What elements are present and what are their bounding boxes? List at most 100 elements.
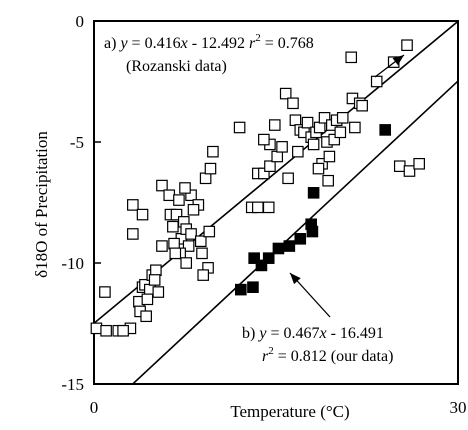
- open-square-point: [156, 240, 168, 252]
- open-square-point: [264, 160, 276, 172]
- open-square-point: [180, 257, 193, 269]
- anno-a-var-r: r: [249, 35, 256, 52]
- open-square-point: [258, 167, 270, 180]
- filled-square-point: [379, 124, 391, 136]
- open-square-point: [289, 114, 302, 127]
- open-square-point: [185, 228, 197, 240]
- open-square-point: [99, 286, 111, 298]
- open-square-point: [322, 174, 334, 187]
- open-square-point: [182, 240, 195, 252]
- open-square-point: [148, 274, 161, 286]
- arrow-to-line-a-head: [392, 55, 404, 66]
- open-square-point: [140, 310, 152, 323]
- y-tick-label: -10: [61, 254, 84, 273]
- anno-b-prefix: b): [242, 325, 259, 342]
- open-square-point: [199, 172, 212, 185]
- annotation-a-line1: a) y = 0.416x - 12.492 r2 = 0.768: [104, 32, 314, 52]
- anno-b-var-r: r: [262, 348, 269, 365]
- open-square-point: [163, 189, 176, 202]
- open-square-point: [334, 126, 347, 139]
- open-square-point: [403, 165, 416, 177]
- open-square-point: [150, 264, 162, 277]
- anno-a-var-y: y: [118, 35, 128, 52]
- open-square-point: [117, 324, 129, 337]
- open-square-point: [152, 286, 165, 298]
- anno-a-eq: = 0.416: [128, 35, 181, 52]
- open-square-point: [127, 228, 139, 240]
- open-square-point: [292, 145, 304, 158]
- open-square-point: [279, 87, 292, 100]
- anno-b-sup: 2: [268, 345, 274, 357]
- open-square-point: [393, 160, 406, 172]
- filled-square-point: [306, 225, 319, 238]
- open-square-point: [401, 39, 413, 51]
- x-axis-label: Temperature (°C): [230, 402, 349, 421]
- open-square-point: [169, 247, 182, 260]
- anno-b-var-x: x: [318, 325, 326, 342]
- y-tick-label: 0: [76, 12, 85, 31]
- annotation-a-line2: (Rozanski data): [126, 58, 227, 75]
- open-square-point: [313, 121, 326, 134]
- filled-square-point: [255, 259, 268, 272]
- series-2: [235, 124, 391, 296]
- y-tick-label: -15: [61, 375, 84, 394]
- open-square-point: [203, 225, 216, 238]
- x-tick-label: 0: [90, 398, 99, 417]
- open-square-point: [262, 201, 275, 214]
- open-square-point: [413, 157, 425, 170]
- anno-b-rest: - 16.491: [327, 325, 384, 342]
- open-square-point: [185, 189, 197, 202]
- annotation-b-line1: b) y = 0.467x - 16.491: [242, 325, 384, 342]
- anno-a-prefix: a): [104, 35, 120, 52]
- filled-square-point: [294, 233, 307, 245]
- filled-square-point: [235, 283, 247, 296]
- open-square-point: [301, 116, 314, 129]
- open-square-point: [141, 293, 154, 306]
- filled-square-point: [248, 252, 260, 264]
- open-square-point: [252, 201, 264, 214]
- open-square-point: [136, 208, 149, 221]
- open-square-point: [100, 324, 112, 337]
- anno-b-var-y: y: [257, 325, 267, 342]
- annotation-b-line2: r2 = 0.812 (our data): [262, 345, 393, 365]
- arrow-to-line-b-head: [290, 273, 301, 285]
- open-square-point: [323, 150, 336, 163]
- open-square-point: [90, 322, 103, 335]
- open-square-point: [170, 208, 183, 221]
- open-square-point: [187, 203, 200, 216]
- y-axis-label: δ18O of Precipitation: [32, 131, 51, 278]
- open-square-point: [156, 179, 168, 192]
- anno-a-sup: 2: [255, 32, 261, 44]
- filled-square-point: [262, 252, 275, 264]
- open-square-point: [356, 99, 368, 112]
- filled-square-point: [283, 240, 296, 252]
- arrow-to-line-b: [289, 272, 331, 318]
- y-tick-label: -5: [70, 133, 84, 152]
- open-square-point: [268, 119, 281, 131]
- anno-a-var-x: x: [180, 35, 188, 52]
- plot-frame: [93, 20, 459, 385]
- open-square-point: [271, 150, 284, 163]
- open-square-point: [276, 141, 288, 153]
- arrow-to-line-a: [374, 54, 405, 78]
- open-square-point: [173, 194, 185, 206]
- open-square-point: [204, 162, 217, 175]
- open-square-point: [318, 111, 331, 124]
- open-square-point: [312, 162, 325, 175]
- open-square-point: [258, 133, 270, 146]
- open-square-point: [168, 237, 180, 250]
- open-square-point: [287, 97, 299, 110]
- open-square-point: [345, 51, 358, 64]
- open-square-point: [207, 145, 219, 158]
- x-tick-label: 30: [450, 398, 467, 417]
- open-square-point: [336, 111, 349, 124]
- anno-b-eq: = 0.467: [266, 325, 319, 342]
- open-square-point: [197, 269, 209, 281]
- open-square-point: [179, 182, 191, 194]
- open-square-point: [328, 133, 341, 146]
- filled-square-point: [272, 242, 285, 255]
- open-square-point: [349, 121, 361, 134]
- open-square-point: [196, 247, 208, 260]
